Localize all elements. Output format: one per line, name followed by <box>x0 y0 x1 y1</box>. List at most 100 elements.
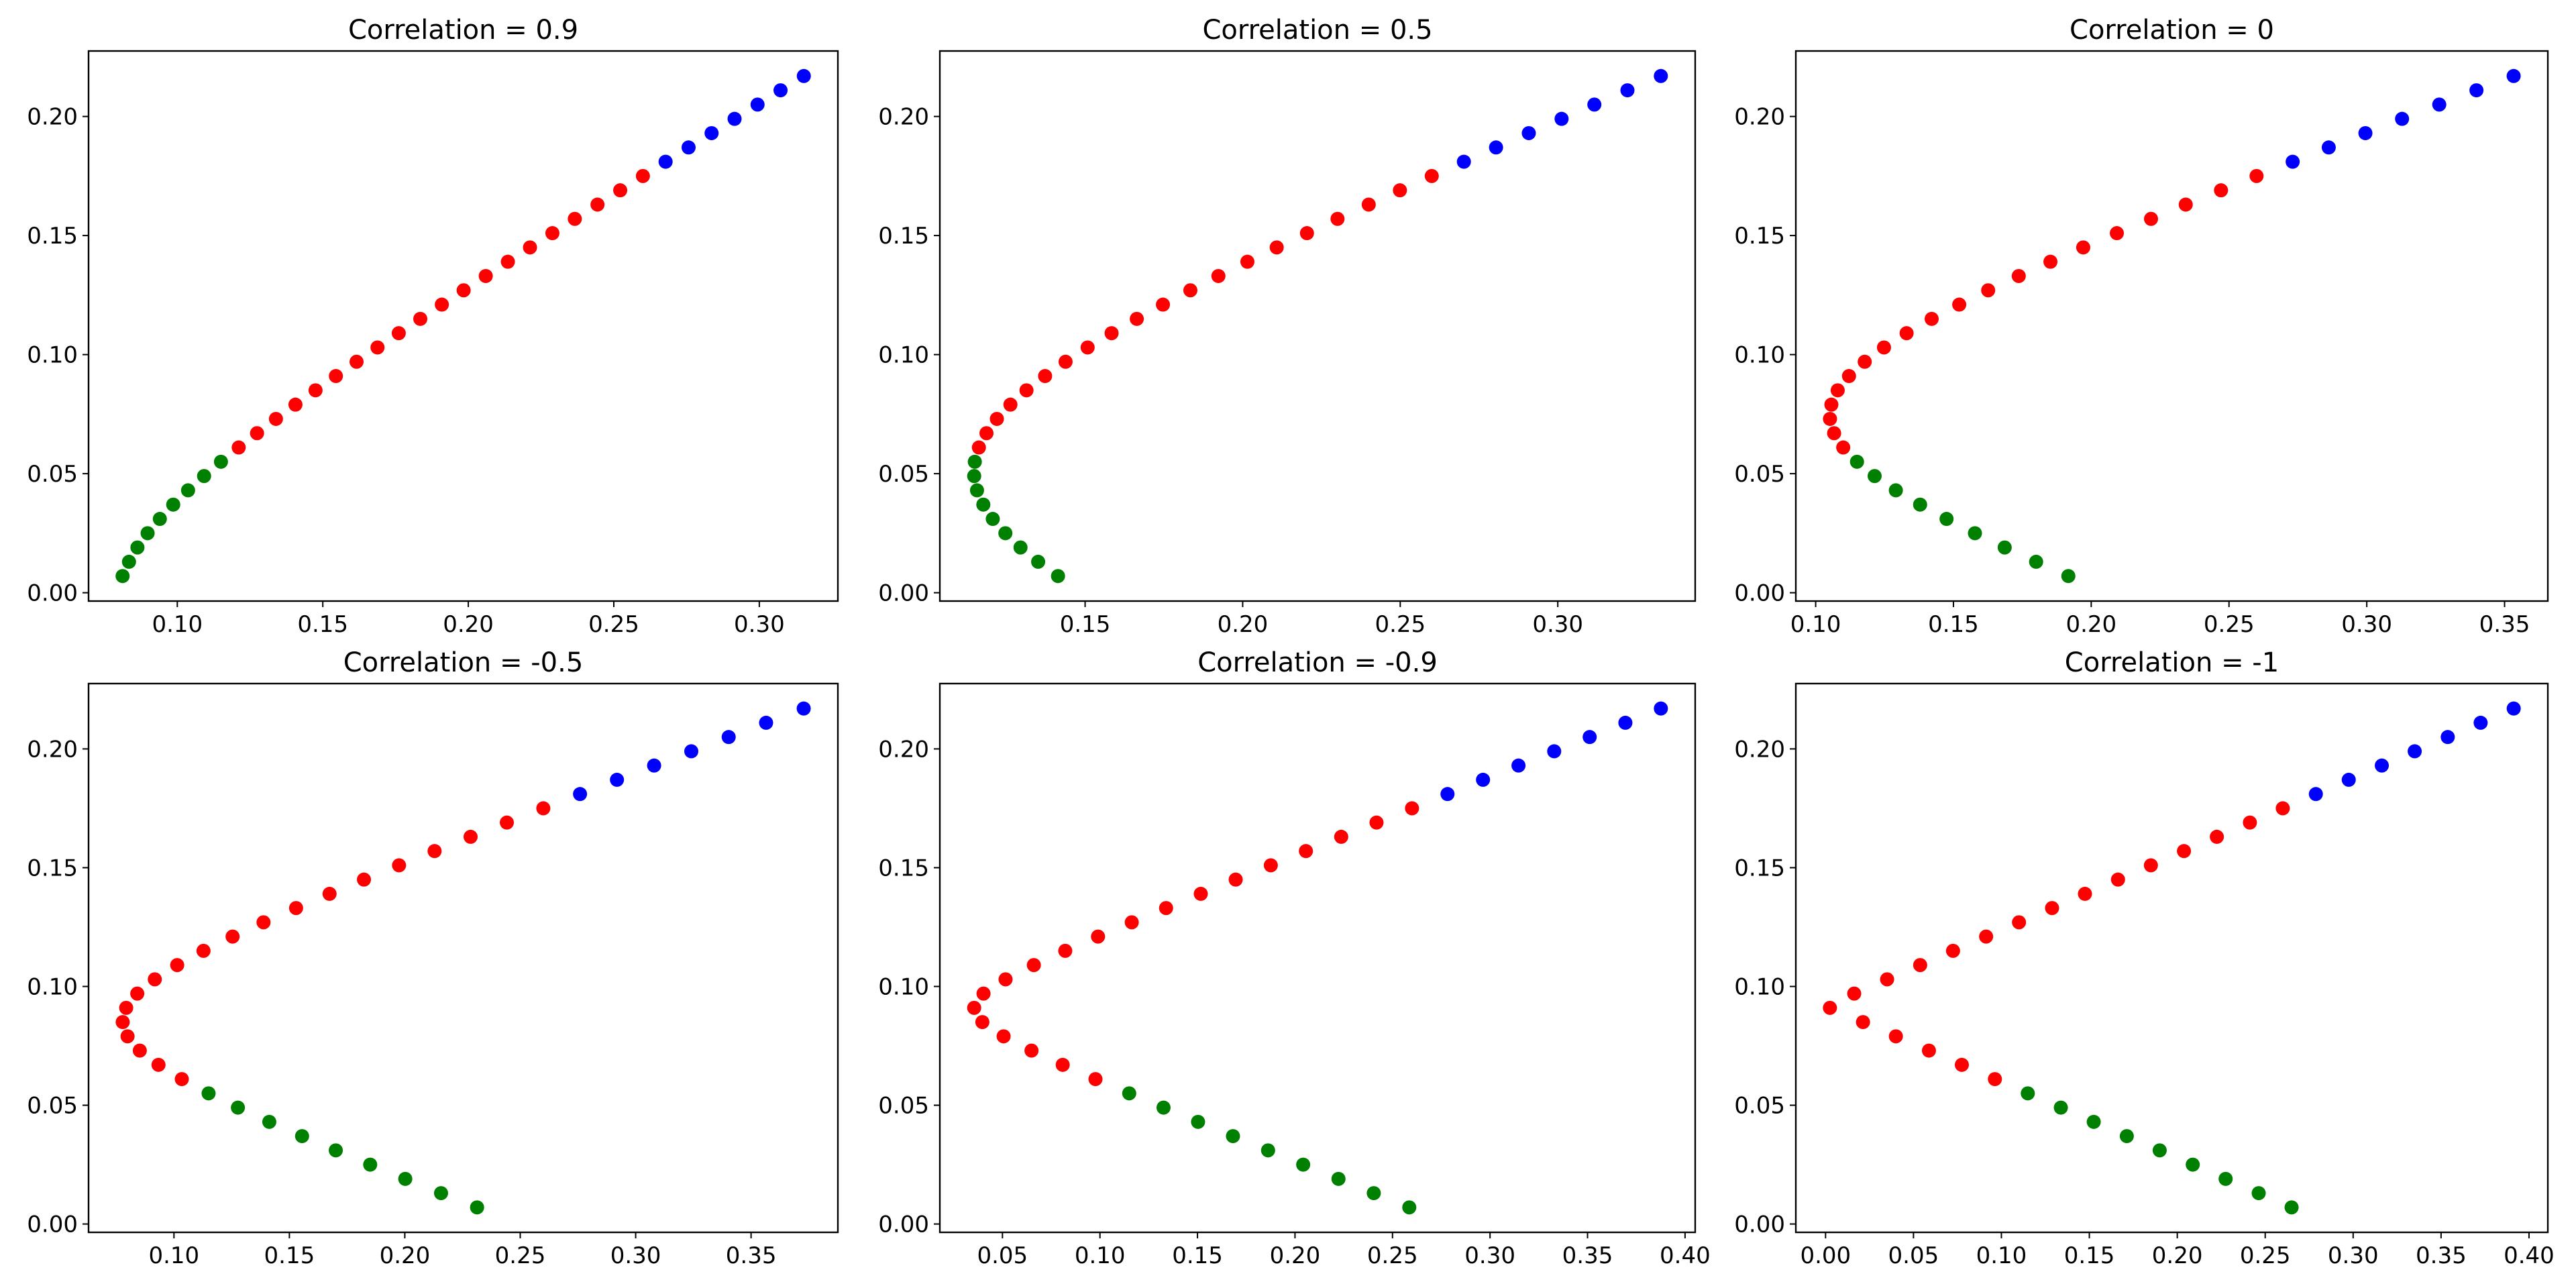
data-point-red <box>1876 340 1891 355</box>
axes-frame <box>938 682 1697 1234</box>
data-point-green <box>1122 1086 1136 1101</box>
data-point-blue <box>759 715 773 730</box>
data-point-red <box>2178 197 2193 212</box>
x-tick-label: 0.30 <box>734 611 785 638</box>
data-point-red <box>1263 858 1278 873</box>
data-point-green <box>2086 1114 2101 1129</box>
data-point-red <box>1823 1000 1837 1015</box>
x-tick-label: 0.15 <box>1060 611 1111 638</box>
x-tick-label: 0.15 <box>1928 611 1979 638</box>
subplot-title: Correlation = -0.5 <box>343 647 584 678</box>
data-point-green <box>197 469 211 484</box>
data-point-red <box>1921 1043 1936 1058</box>
axes-frame <box>938 50 1697 602</box>
y-tick-label: 0.00 <box>1734 1212 1785 1238</box>
data-point-red <box>967 1000 981 1015</box>
subplot-title: Correlation = -0.9 <box>1197 647 1438 678</box>
data-point-green <box>976 497 991 512</box>
data-point-red <box>1003 397 1018 412</box>
data-point-red <box>1888 1029 1903 1044</box>
data-point-red <box>308 383 323 398</box>
data-point-blue <box>684 744 698 759</box>
y-tick-label: 0.00 <box>878 1212 929 1238</box>
data-point-red <box>1856 1015 1870 1030</box>
data-point-blue <box>2321 140 2336 155</box>
data-point-blue <box>573 787 588 802</box>
data-point-red <box>392 858 407 873</box>
data-point-blue <box>2341 772 2356 787</box>
x-tick-label: 0.35 <box>2479 611 2530 638</box>
data-point-red <box>322 886 337 901</box>
x-tick-label: 0.25 <box>1367 1242 1418 1269</box>
data-point-green <box>1031 554 1046 569</box>
data-point-green <box>998 526 1013 541</box>
data-point-red <box>536 801 551 816</box>
x-tick-label: 0.35 <box>1562 1242 1613 1269</box>
data-point-red <box>568 211 582 226</box>
data-point-green <box>2218 1171 2233 1186</box>
data-point-green <box>2284 1200 2299 1215</box>
data-point-green <box>2061 569 2076 584</box>
data-point-green <box>1997 540 2012 555</box>
axes-frame <box>1794 682 2549 1234</box>
data-point-green <box>329 1143 343 1158</box>
data-point-red <box>2110 226 2125 241</box>
x-tick-label: 0.40 <box>2504 1242 2555 1269</box>
y-tick-label: 0.15 <box>27 223 78 250</box>
data-point-red <box>1038 369 1053 384</box>
data-point-red <box>1369 815 1384 830</box>
x-tick-label: 0.20 <box>2152 1242 2203 1269</box>
subplot: Correlation = -0.5 0.10 0.15 0.20 0.25 0.30 0.… <box>27 647 839 1269</box>
data-point-green <box>470 1200 484 1215</box>
axes-frame <box>1794 50 2549 602</box>
data-point-red <box>1361 197 1376 212</box>
data-point-red <box>170 958 184 973</box>
data-point-red <box>2249 168 2264 183</box>
data-point-green <box>1191 1114 1205 1129</box>
data-point-red <box>975 1015 989 1030</box>
data-point-red <box>1880 972 1894 987</box>
y-tick-label: 0.10 <box>878 342 929 369</box>
data-point-green <box>140 526 155 541</box>
y-tick-label: 0.15 <box>1734 855 1785 881</box>
x-tick-label: 0.20 <box>2065 611 2116 638</box>
data-point-red <box>1836 440 1851 455</box>
data-point-red <box>1330 211 1345 226</box>
data-point-blue <box>2440 730 2455 745</box>
data-point-green <box>1913 497 1927 512</box>
x-tick-label: 0.40 <box>1660 1242 1711 1269</box>
y-tick-label: 0.05 <box>1734 461 1785 488</box>
data-point-green <box>201 1086 216 1101</box>
x-tick-label: 0.35 <box>2416 1242 2467 1269</box>
data-point-red <box>2011 268 2026 283</box>
data-point-red <box>1858 354 1872 369</box>
data-point-red <box>1156 297 1171 312</box>
data-point-blue <box>1654 701 1668 716</box>
data-point-red <box>288 397 303 412</box>
data-point-blue <box>1440 787 1455 802</box>
data-point-green <box>969 483 984 498</box>
y-tick-label: 0.20 <box>27 104 78 131</box>
data-point-green <box>121 554 136 569</box>
data-point-red <box>2045 901 2059 916</box>
x-tick-label: 0.20 <box>443 611 494 638</box>
data-point-red <box>1334 829 1348 844</box>
data-point-green <box>1051 569 1065 584</box>
data-point-red <box>1055 1057 1070 1072</box>
data-point-blue <box>2469 83 2484 98</box>
data-point-red <box>1952 297 1967 312</box>
data-point-red <box>989 411 1004 426</box>
data-point-red <box>268 411 283 426</box>
data-point-red <box>2076 240 2090 255</box>
data-point-red <box>119 1000 133 1015</box>
y-tick-label: 0.05 <box>878 461 929 488</box>
data-point-blue <box>1547 744 1562 759</box>
x-tick-label: 0.25 <box>588 611 639 638</box>
y-tick-label: 0.10 <box>878 973 929 1000</box>
subplot: Correlation = 0 0.10 0.15 0.20 0.25 0.30 0.35 0… <box>1734 15 2549 638</box>
data-point-red <box>456 283 471 298</box>
axes-frame <box>87 682 839 1234</box>
data-point-green <box>1296 1157 1311 1172</box>
data-point-blue <box>1511 758 1526 773</box>
y-tick-label: 0.00 <box>27 1212 78 1238</box>
